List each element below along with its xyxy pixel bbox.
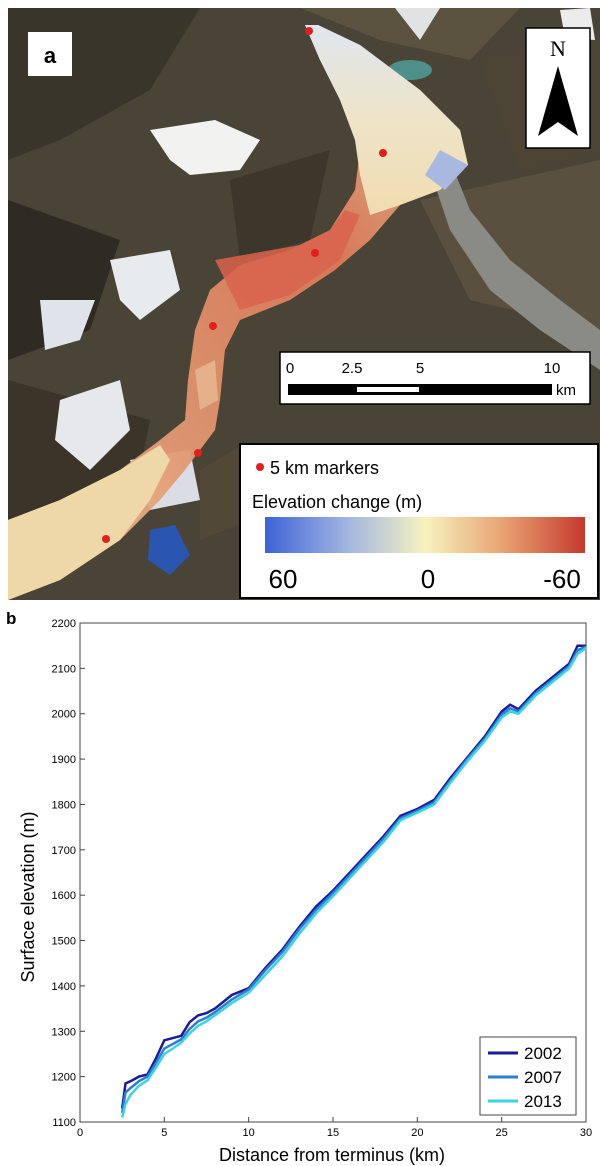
chart-legend: 2002 2007 2013 <box>479 1036 577 1116</box>
y-tick-label: 1600 <box>52 890 76 902</box>
km-marker <box>305 27 313 35</box>
x-tick-label: 20 <box>411 1127 423 1139</box>
north-label: N <box>550 36 566 61</box>
x-tick-label: 5 <box>161 1127 167 1139</box>
scale-unit: km <box>556 382 576 399</box>
legend-marker-label: 5 km markers <box>270 458 379 478</box>
y-tick-label: 2000 <box>52 709 76 721</box>
y-tick-label: 2200 <box>52 618 76 630</box>
scale-tick-5: 5 <box>416 360 424 377</box>
panel-label-box <box>28 32 72 76</box>
km-marker <box>379 149 387 157</box>
y-tick-label: 1900 <box>52 754 76 766</box>
legend-label-2002: 2002 <box>524 1044 562 1063</box>
scale-tick-0: 0 <box>286 360 294 377</box>
colorbar-tick-60: 60 <box>269 564 298 594</box>
scale-bar: 0 2.5 5 10 km <box>279 351 591 405</box>
legend-box: 5 km markers Elevation change (m) 60 0 -… <box>239 443 599 599</box>
x-tick-label: 15 <box>327 1127 339 1139</box>
legend-label-2007: 2007 <box>524 1068 562 1087</box>
scale-tick-2-5: 2.5 <box>342 360 363 377</box>
x-tick-label: 10 <box>243 1127 255 1139</box>
km-marker <box>209 322 217 330</box>
chart-axes: 0 5 10 15 20 25 30 1100 1200 1300 1400 1500 1600 1700… <box>52 618 593 1139</box>
km-markers <box>102 27 387 543</box>
legend-marker-swatch <box>256 463 264 471</box>
y-tick-label: 1100 <box>52 1117 76 1129</box>
series-line-2007 <box>120 645 587 1114</box>
y-tick-label: 2100 <box>52 663 76 675</box>
km-marker <box>194 449 202 457</box>
colorbar <box>265 517 585 553</box>
legend-label-2013: 2013 <box>524 1092 562 1111</box>
panel-label-b: b <box>6 609 16 628</box>
y-tick-label: 1800 <box>52 799 76 811</box>
series-line-2002 <box>120 644 586 1109</box>
elevation-change-map: a N 0 2.5 5 10 km 5 km markers Elevation… <box>8 8 600 600</box>
y-tick-label: 1400 <box>52 981 76 993</box>
x-axis-label: Distance from terminus (km) <box>219 1145 445 1165</box>
glacier-overlay <box>8 25 468 600</box>
x-tick-label: 0 <box>77 1127 83 1139</box>
y-axis-label: Surface elevation (m) <box>18 811 38 982</box>
chart-series <box>120 644 587 1118</box>
x-tick-label: 25 <box>496 1127 508 1139</box>
scale-tick-10: 10 <box>544 360 561 377</box>
colorbar-title: Elevation change (m) <box>252 492 422 512</box>
series-line-2013 <box>120 646 587 1118</box>
north-arrow-icon <box>538 66 578 136</box>
elevation-profile-chart: b 0 5 10 15 20 25 30 1100 1200 1300 1400 1500 1600 17… <box>6 609 593 1165</box>
y-tick-label: 1200 <box>52 1072 76 1084</box>
km-marker <box>311 249 319 257</box>
colorbar-tick-0: 0 <box>421 564 435 594</box>
panel-label-a: a <box>44 43 57 68</box>
colorbar-tick-neg60: -60 <box>543 564 581 594</box>
km-marker <box>102 535 110 543</box>
y-tick-label: 1300 <box>52 1026 76 1038</box>
x-tick-label: 30 <box>580 1127 592 1139</box>
y-tick-label: 1700 <box>52 845 76 857</box>
y-tick-label: 1500 <box>52 936 76 948</box>
north-arrow: N <box>525 27 591 149</box>
